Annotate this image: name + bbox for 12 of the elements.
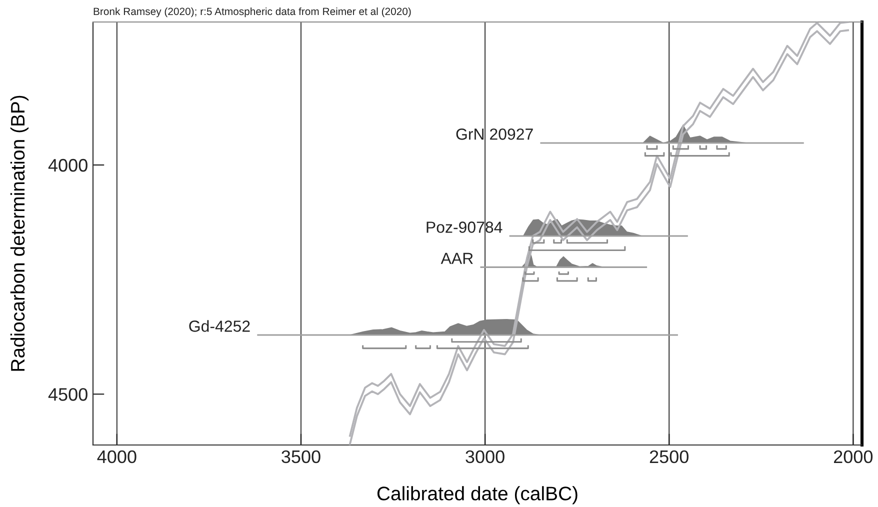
x-axis-title: Calibrated date (calBC) [377,486,578,504]
series-label: AAR [440,252,473,264]
y-axis-title: Radiocarbon determination (BP) [10,96,29,371]
x-tick-label: 3000 [466,450,504,464]
series-label: GrN 20927 [456,128,533,140]
y-tick-label: 4500 [48,388,88,401]
x-tick-label: 2500 [650,450,688,464]
series-label: Gd-4252 [189,320,250,332]
x-tick-label: 3500 [282,450,320,464]
x-tick-label: 4000 [97,450,136,464]
x-tick-label: 2000 [834,450,873,464]
text: Bronk Ramsey (2020); r:5 Atmospheric data from Reimer et al (2020) [94,7,411,18]
